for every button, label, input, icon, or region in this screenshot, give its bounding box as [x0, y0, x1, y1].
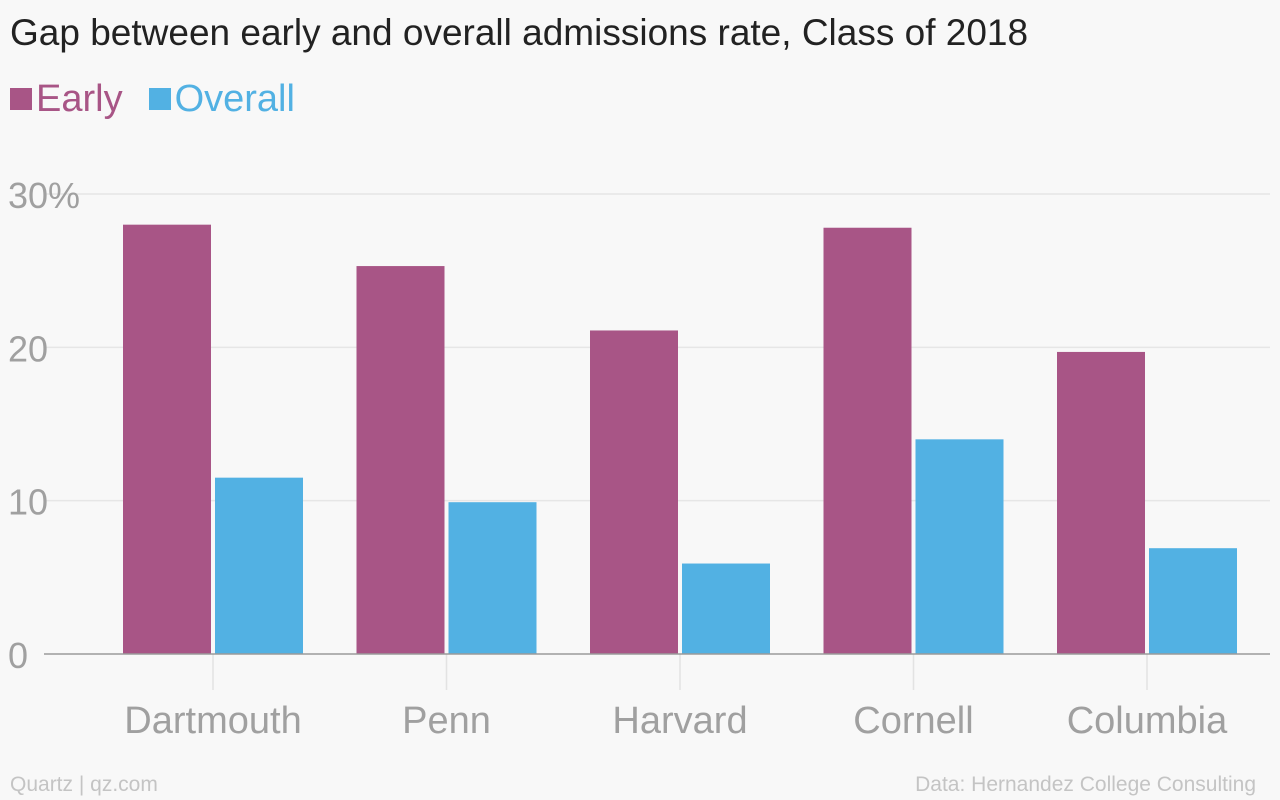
x-tick-label: Dartmouth: [124, 700, 301, 742]
bar-overall-cornell: [915, 439, 1004, 654]
y-tick-label: 10: [8, 482, 48, 523]
x-tick-label: Columbia: [1067, 700, 1228, 742]
y-tick-label: 0: [8, 635, 28, 676]
legend-swatch-overall: [148, 88, 171, 110]
legend-item-early: Early: [10, 78, 123, 121]
bar-early-harvard: [590, 330, 678, 654]
bar-overall-columbia: [1149, 548, 1237, 654]
bar-early-dartmouth: [123, 224, 211, 654]
bar-overall-dartmouth: [215, 477, 303, 654]
bar-early-penn: [356, 266, 445, 654]
source-credit: Quartz | qz.com: [10, 773, 158, 796]
legend-label-early: Early: [36, 77, 123, 120]
data-source: Data: Hernandez College Consulting: [915, 773, 1256, 796]
legend-swatch-early: [10, 88, 32, 110]
bar-overall-penn: [448, 502, 537, 654]
legend-label-overall: Overall: [174, 77, 295, 120]
bar-overall-harvard: [682, 563, 770, 654]
bar-early-cornell: [823, 227, 912, 654]
legend-item-overall: Overall: [148, 77, 295, 121]
x-tick-label: Harvard: [612, 700, 747, 742]
y-tick-label: 20: [8, 328, 48, 369]
chart-title: Gap between early and overall admissions…: [10, 12, 1029, 53]
bar-early-columbia: [1057, 351, 1145, 654]
y-tick-label: 30%: [8, 175, 80, 216]
x-tick-label: Cornell: [853, 700, 973, 742]
legend: Early Overall: [10, 76, 321, 122]
x-tick-label: Penn: [402, 700, 491, 742]
